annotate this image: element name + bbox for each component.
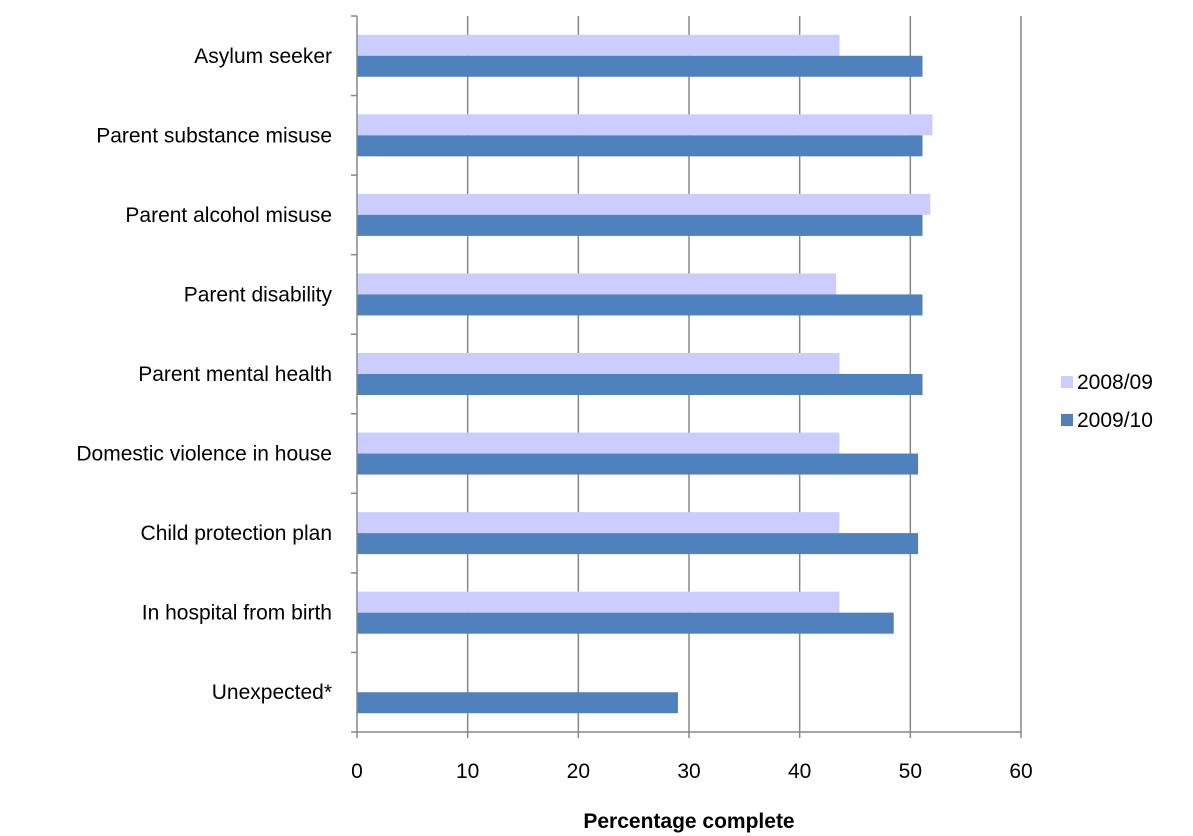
x-tick-label: 60	[1009, 760, 1032, 783]
bar-2008-09-7	[357, 591, 840, 613]
bar-2008-09-3	[357, 273, 837, 295]
legend-label-0: 2008/09	[1077, 371, 1153, 394]
axes-layer	[351, 15, 1022, 738]
bar-2008-09-4	[357, 353, 840, 374]
category-label: In hospital from birth	[142, 602, 332, 625]
bar-2009-10-2	[357, 214, 923, 236]
x-axis-title: Percentage complete	[583, 810, 794, 833]
bar-2008-09-1	[357, 114, 933, 136]
x-tick-label: 40	[788, 760, 811, 783]
bar-2009-10-1	[357, 135, 923, 157]
x-tick-label: 10	[456, 760, 479, 783]
bar-2009-10-0	[357, 55, 923, 77]
category-label: Parent mental health	[138, 363, 332, 386]
category-label: Unexpected*	[212, 681, 332, 704]
category-label: Parent alcohol misuse	[125, 204, 332, 227]
x-tick-label: 0	[351, 760, 363, 783]
bar-2008-09-2	[357, 193, 931, 215]
category-label: Child protection plan	[141, 522, 332, 545]
bar-2009-10-3	[357, 294, 923, 316]
bar-2009-10-8	[357, 692, 678, 714]
labels-layer: 0 10 20 30 40 50 60 Asylum seeker Parent substan…	[76, 45, 1032, 783]
x-tick-label: 50	[899, 760, 922, 783]
bar-2009-10-5	[357, 453, 919, 475]
category-label: Domestic violence in house	[76, 443, 332, 466]
category-label: Asylum seeker	[194, 45, 332, 68]
bar-2009-10-4	[357, 374, 923, 395]
legend-swatch-0	[1061, 376, 1073, 388]
bar-2008-09-5	[357, 432, 840, 454]
x-tick-label: 20	[567, 760, 590, 783]
bars-layer	[357, 34, 933, 714]
bar-2009-10-6	[357, 533, 919, 555]
legend: 2008/09 2009/10	[1061, 371, 1153, 432]
bar-2008-09-6	[357, 512, 840, 534]
legend-swatch-1	[1061, 414, 1073, 426]
bar-2008-09-0	[357, 34, 840, 56]
legend-label-1: 2009/10	[1077, 409, 1153, 432]
category-label: Parent disability	[184, 283, 333, 306]
x-tick-label: 30	[677, 760, 700, 783]
bar-2009-10-7	[357, 612, 894, 634]
category-label: Parent substance misuse	[96, 124, 332, 147]
